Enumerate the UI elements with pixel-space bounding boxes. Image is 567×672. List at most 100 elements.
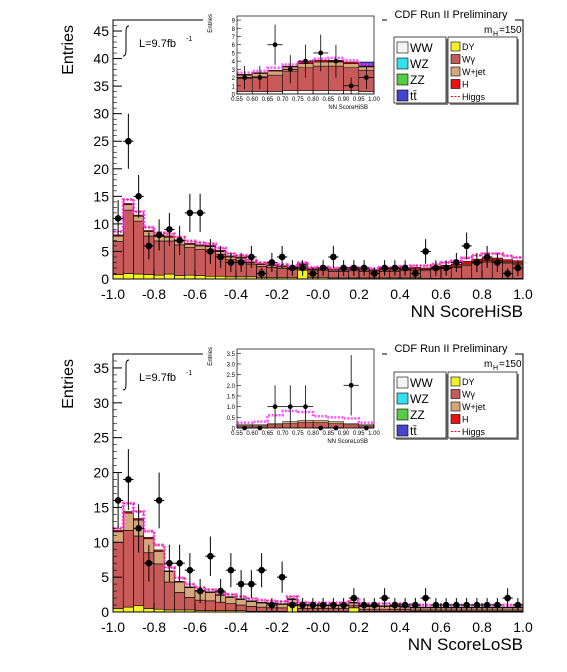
hist-bar bbox=[461, 261, 473, 265]
y-tick-label: 0 bbox=[101, 604, 109, 620]
data-point bbox=[207, 552, 214, 560]
data-point bbox=[289, 601, 296, 609]
data-point bbox=[442, 264, 450, 272]
legend-label: Wγ bbox=[462, 390, 475, 400]
hist-bar bbox=[163, 273, 175, 280]
data-point bbox=[514, 264, 522, 272]
x-tick-label: 1.0 bbox=[513, 286, 533, 302]
data-point bbox=[412, 270, 419, 277]
data-point bbox=[483, 253, 491, 261]
legend-swatch bbox=[450, 41, 461, 52]
data-point bbox=[278, 253, 286, 261]
hist-bar bbox=[420, 267, 432, 270]
hist-bar bbox=[204, 592, 216, 602]
data-point bbox=[217, 587, 224, 595]
hist-bar bbox=[225, 603, 237, 611]
legend-label: ZZ bbox=[410, 408, 425, 422]
mass-value: =150 bbox=[499, 359, 522, 370]
inset-y-tick-label: 3.5 bbox=[227, 352, 236, 358]
legend-swatch bbox=[450, 66, 461, 77]
lumi-text: L=9.7fb bbox=[139, 372, 176, 384]
hist-bar bbox=[225, 597, 237, 604]
data-point bbox=[340, 601, 347, 609]
data-points bbox=[113, 449, 523, 612]
mass-symbol: m bbox=[484, 25, 492, 36]
hist-bar bbox=[153, 274, 165, 280]
legend-swatch bbox=[396, 408, 409, 421]
hist-bar bbox=[461, 264, 473, 279]
lumi-label: L=9.7fb -1 bbox=[122, 359, 192, 391]
x-tick-label: -0.8 bbox=[142, 619, 166, 635]
inset-data-point bbox=[287, 66, 293, 72]
data-point bbox=[166, 226, 173, 233]
inset-hist-bar bbox=[343, 423, 360, 426]
data-point bbox=[371, 270, 378, 277]
inset-data-point bbox=[333, 58, 339, 64]
data-point bbox=[166, 559, 173, 567]
mass-symbol: m bbox=[484, 359, 492, 370]
data-point bbox=[114, 215, 122, 222]
y-tick-label: 25 bbox=[93, 430, 109, 446]
hist-bar bbox=[379, 608, 391, 612]
legend-swatch bbox=[396, 57, 409, 70]
inset-hist-bar bbox=[312, 90, 329, 95]
y-tick-label: 15 bbox=[93, 499, 109, 515]
inset-hist-bar bbox=[267, 91, 283, 95]
inset-hist-bar bbox=[251, 91, 268, 95]
data-point bbox=[135, 525, 142, 532]
y-axis-title: Entries bbox=[60, 359, 77, 409]
data-point bbox=[196, 587, 204, 595]
inset-y-tick-label: 4 bbox=[232, 60, 236, 66]
hist-bar bbox=[420, 607, 432, 611]
hist-bar bbox=[420, 270, 432, 279]
y-tick-label: 0 bbox=[101, 271, 109, 287]
data-point bbox=[412, 601, 419, 609]
inset-y-tick-label: 2.0 bbox=[227, 384, 236, 390]
data-point bbox=[155, 231, 163, 239]
x-tick-label: 0.4 bbox=[390, 286, 410, 302]
inset-data-point bbox=[257, 75, 263, 80]
hist-bar bbox=[348, 607, 360, 613]
data-point bbox=[135, 193, 142, 200]
inset-y-tick-label: 7 bbox=[232, 35, 236, 41]
mass-label: m H =150 bbox=[484, 359, 522, 372]
hist-bar bbox=[245, 601, 257, 607]
data-point bbox=[227, 259, 235, 266]
hist-bar bbox=[235, 604, 247, 611]
inset-x-tick-label: 0.80 bbox=[307, 431, 319, 437]
panel-2: 0 5 10 15 20 25 30 35 -1.0 -0.8 -0.6 -0.4 -0.2 -0.0 0.… bbox=[60, 337, 533, 654]
data-point bbox=[268, 601, 276, 609]
hist-bar bbox=[194, 244, 206, 247]
inset-hist-bar bbox=[312, 420, 329, 423]
inset-x-axis-title: NN ScoreLoSB bbox=[327, 439, 368, 445]
hist-bar bbox=[122, 530, 134, 608]
y-tick-label: 30 bbox=[93, 395, 109, 411]
inset-data-point bbox=[348, 83, 354, 89]
legend-label: W+jet bbox=[462, 67, 486, 77]
legend-label: Wγ bbox=[462, 55, 475, 65]
hist-bar bbox=[122, 203, 134, 205]
integral-sign bbox=[122, 359, 130, 391]
legend-label: WW bbox=[410, 41, 433, 55]
legend-right: DY Wγ W+jet H Higgs bbox=[447, 371, 519, 440]
inset-data-point bbox=[303, 58, 308, 64]
legend-swatch bbox=[450, 79, 461, 89]
data-point bbox=[319, 264, 327, 272]
data-point bbox=[248, 253, 255, 261]
data-point bbox=[145, 559, 153, 567]
y-tick-label: 35 bbox=[93, 78, 109, 94]
hist-bar bbox=[502, 259, 514, 263]
inset-y-tick-label: 9 bbox=[232, 19, 236, 25]
hist-bar bbox=[174, 581, 186, 593]
data-point bbox=[248, 580, 255, 588]
data-point bbox=[176, 237, 183, 244]
data-point bbox=[504, 594, 511, 602]
x-tick-label: -1.0 bbox=[101, 619, 125, 635]
hist-bar bbox=[153, 549, 165, 552]
y-tick-label: 20 bbox=[93, 465, 109, 481]
data-point bbox=[125, 137, 132, 145]
header-title: CDF Run II Preliminary bbox=[394, 9, 508, 21]
inset-data-point bbox=[348, 382, 354, 388]
